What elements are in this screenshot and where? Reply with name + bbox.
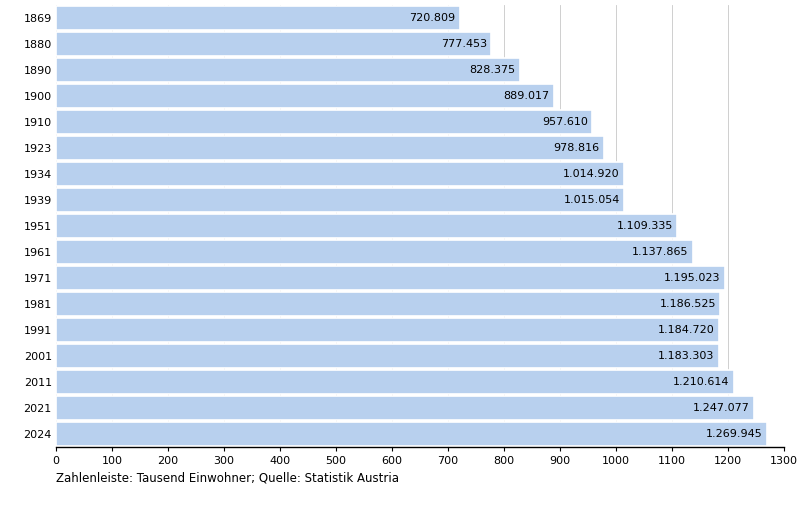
Text: 1.186.525: 1.186.525 [659, 299, 716, 309]
Text: 1.210.614: 1.210.614 [673, 377, 730, 387]
X-axis label: Zahlenleiste: Tausend Einwohner; Quelle: Statistik Austria: Zahlenleiste: Tausend Einwohner; Quelle:… [56, 471, 399, 485]
Bar [56, 266, 726, 290]
Bar [56, 292, 721, 316]
Text: 957.610: 957.610 [542, 117, 588, 127]
Text: 1.109.335: 1.109.335 [616, 221, 673, 231]
Bar [56, 136, 604, 160]
Bar [56, 344, 718, 368]
Text: 828.375: 828.375 [470, 65, 515, 75]
Bar [56, 58, 520, 82]
Text: 1.183.303: 1.183.303 [658, 351, 714, 361]
Bar [56, 396, 754, 420]
Bar [56, 370, 734, 394]
Text: 777.453: 777.453 [441, 39, 487, 49]
Bar [56, 6, 460, 30]
Bar [56, 110, 592, 134]
Text: 720.809: 720.809 [409, 13, 455, 23]
Text: 889.017: 889.017 [503, 91, 550, 101]
Bar [56, 318, 719, 342]
Text: 978.816: 978.816 [554, 143, 600, 153]
Text: 1.137.865: 1.137.865 [632, 247, 689, 257]
Bar [56, 214, 678, 238]
Bar [56, 32, 491, 56]
Text: 1.184.720: 1.184.720 [658, 325, 715, 335]
Bar [56, 240, 694, 264]
Bar [56, 162, 624, 186]
Bar [56, 188, 625, 212]
Text: 1.269.945: 1.269.945 [706, 429, 762, 439]
Bar [56, 422, 767, 446]
Text: 1.195.023: 1.195.023 [664, 273, 721, 283]
Text: 1.014.920: 1.014.920 [563, 169, 620, 179]
Bar [56, 84, 554, 108]
Text: 1.015.054: 1.015.054 [563, 195, 620, 205]
Text: 1.247.077: 1.247.077 [693, 403, 750, 413]
